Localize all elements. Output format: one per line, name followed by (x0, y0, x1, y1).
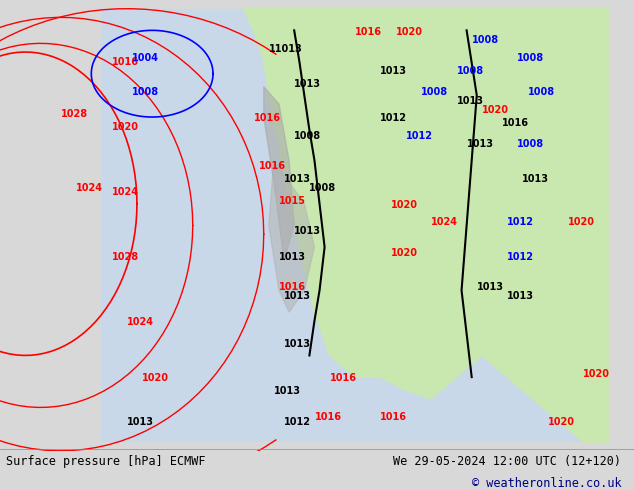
Text: 1013: 1013 (477, 282, 504, 293)
Text: 1008: 1008 (472, 35, 499, 46)
Text: © weatheronline.co.uk: © weatheronline.co.uk (472, 477, 621, 490)
Polygon shape (264, 87, 294, 260)
Text: 1020: 1020 (112, 122, 139, 132)
Text: 1008: 1008 (294, 131, 321, 141)
Text: 1013: 1013 (284, 339, 311, 349)
Text: 1020: 1020 (583, 369, 611, 379)
Text: 1016: 1016 (314, 413, 342, 422)
Text: 1008: 1008 (527, 87, 555, 98)
Text: 1008: 1008 (517, 53, 545, 63)
Text: 1024: 1024 (431, 218, 458, 227)
Text: 1013: 1013 (274, 387, 301, 396)
Text: 1020: 1020 (391, 248, 418, 258)
Text: 1016: 1016 (279, 282, 306, 293)
Text: 1016: 1016 (380, 413, 408, 422)
Text: 1008: 1008 (309, 183, 337, 193)
Text: 1016: 1016 (502, 118, 529, 128)
Text: 1020: 1020 (482, 105, 509, 115)
Text: 1013: 1013 (294, 79, 321, 89)
Text: 1004: 1004 (132, 53, 159, 63)
Text: 1028: 1028 (61, 109, 88, 119)
Text: 1008: 1008 (132, 87, 159, 98)
FancyBboxPatch shape (101, 9, 609, 442)
Text: 1020: 1020 (548, 417, 575, 427)
Text: 1013: 1013 (284, 174, 311, 184)
Text: 1013: 1013 (522, 174, 550, 184)
Polygon shape (269, 160, 314, 312)
Polygon shape (243, 9, 609, 442)
Text: 1013: 1013 (127, 417, 154, 427)
Text: Surface pressure [hPa] ECMWF: Surface pressure [hPa] ECMWF (6, 455, 206, 468)
Text: 1013: 1013 (380, 66, 408, 75)
Text: 1020: 1020 (396, 26, 423, 37)
Text: 1008: 1008 (421, 87, 448, 98)
Text: 1028: 1028 (112, 252, 139, 262)
Text: 1008: 1008 (456, 66, 484, 75)
Text: 1020: 1020 (142, 373, 169, 384)
Text: 1008: 1008 (517, 139, 545, 149)
Text: 1015: 1015 (279, 196, 306, 206)
Text: 1016: 1016 (112, 57, 139, 67)
Text: 1024: 1024 (127, 317, 154, 327)
Text: 11013: 11013 (269, 44, 302, 54)
Text: 1013: 1013 (507, 291, 534, 301)
Text: 1012: 1012 (507, 218, 534, 227)
Text: 1012: 1012 (406, 131, 433, 141)
Text: We 29-05-2024 12:00 UTC (12+120): We 29-05-2024 12:00 UTC (12+120) (393, 455, 621, 468)
Text: 1012: 1012 (507, 252, 534, 262)
Text: 1013: 1013 (284, 291, 311, 301)
Text: 1012: 1012 (284, 417, 311, 427)
Text: 1024: 1024 (76, 183, 103, 193)
Text: 1012: 1012 (380, 113, 408, 123)
Text: 1013: 1013 (279, 252, 306, 262)
Text: 1020: 1020 (391, 200, 418, 210)
Text: 1020: 1020 (568, 218, 595, 227)
Text: 1013: 1013 (467, 139, 494, 149)
Text: 1024: 1024 (112, 187, 139, 197)
Text: 1013: 1013 (294, 226, 321, 236)
Text: 1013: 1013 (456, 96, 484, 106)
Text: 1016: 1016 (330, 373, 357, 384)
Text: 1016: 1016 (355, 26, 382, 37)
Text: 1016: 1016 (259, 161, 286, 171)
Text: 1016: 1016 (254, 113, 281, 123)
